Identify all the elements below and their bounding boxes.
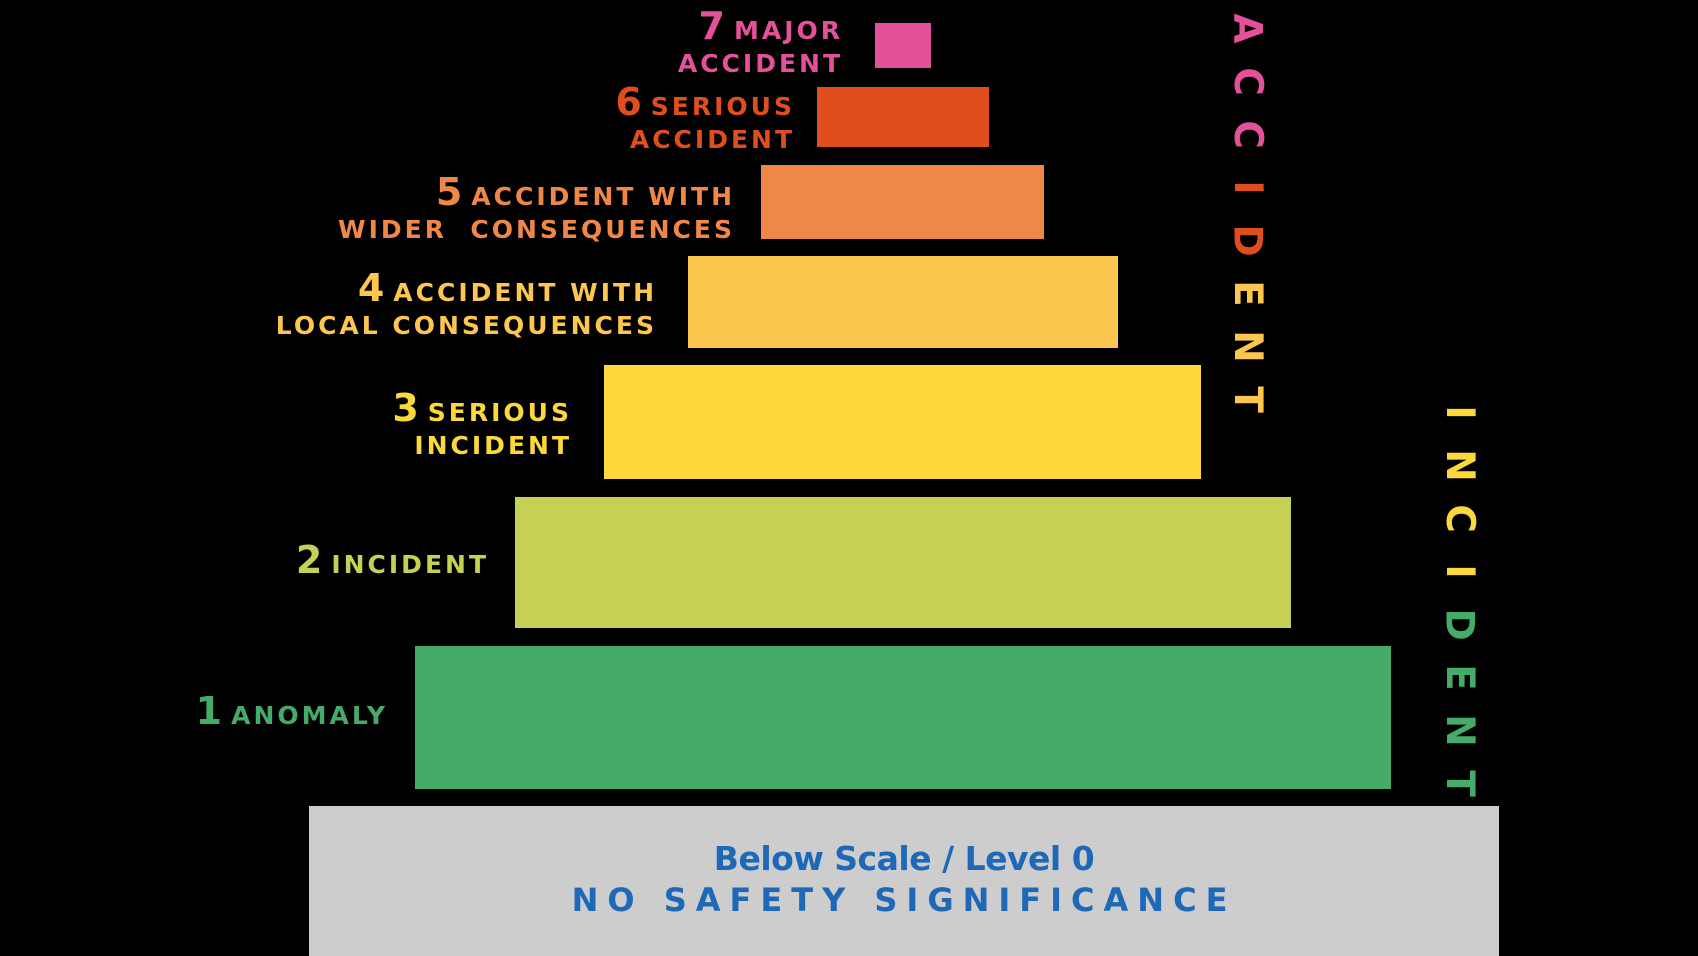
level-label-line: WIDER CONSEQUENCES — [338, 215, 735, 245]
level-text: LOCAL CONSEQUENCES — [275, 310, 657, 340]
level-3-bar — [604, 365, 1201, 479]
level-number: 6 — [615, 80, 643, 124]
axis-letter: I — [1224, 180, 1270, 195]
level-text: SERIOUS — [427, 398, 572, 427]
base-subtitle: NO SAFETY SIGNIFICANCE — [571, 880, 1237, 919]
level-number: 5 — [435, 170, 464, 214]
level-number: 2 — [295, 538, 324, 582]
level-4-label: 4 ACCIDENT WITH LOCAL CONSEQUENCES — [276, 266, 657, 340]
level-1-bar — [415, 646, 1391, 789]
level-label-line: 7 MAJOR — [678, 4, 843, 49]
level-6-bar — [817, 87, 989, 147]
axis-letter: T — [1436, 770, 1482, 797]
level-text: ACCIDENT WITH — [393, 278, 657, 307]
level-text: ACCIDENT WITH — [471, 182, 735, 211]
axis-letter: N — [1224, 330, 1270, 363]
level-number: 4 — [357, 266, 386, 310]
level-7-label: 7 MAJOR ACCIDENT — [678, 4, 843, 78]
level-6-label: 6 SERIOUS ACCIDENT — [615, 80, 795, 154]
level-text: ACCIDENT — [677, 48, 843, 78]
level-5-label: 5 ACCIDENT WITH WIDER CONSEQUENCES — [338, 170, 735, 244]
axis-letter: I — [1436, 564, 1482, 579]
level-label-line: 6 SERIOUS — [615, 80, 795, 125]
axis-letter: E — [1436, 664, 1482, 691]
axis-letter: N — [1436, 714, 1482, 747]
level-number: 1 — [195, 689, 224, 733]
base-title: Below Scale / Level 0 — [713, 839, 1095, 878]
level-label-line: INCIDENT — [392, 431, 572, 461]
level-4-bar — [688, 256, 1118, 348]
level-2-bar — [515, 497, 1291, 628]
axis-letter: E — [1224, 280, 1270, 307]
level-label-line: ACCIDENT — [678, 49, 843, 79]
level-number: 7 — [698, 4, 726, 48]
level-label-line: 4 ACCIDENT WITH — [276, 266, 657, 311]
axis-letter: D — [1436, 608, 1482, 641]
level-text: INCIDENT — [331, 550, 489, 579]
axis-letter: I — [1436, 405, 1482, 420]
axis-letter: A — [1224, 13, 1270, 44]
level-label-line: LOCAL CONSEQUENCES — [276, 311, 657, 341]
axis-letter: C — [1224, 120, 1270, 149]
level-2-label: 2 INCIDENT — [296, 538, 489, 583]
level-text: WIDER CONSEQUENCES — [338, 214, 735, 244]
level-text: ANOMALY — [231, 701, 388, 730]
axis-letter: N — [1436, 449, 1482, 482]
level-label-line: 5 ACCIDENT WITH — [338, 170, 735, 215]
level-label-line: 3 SERIOUS — [392, 386, 572, 431]
level-7-bar — [875, 23, 931, 68]
level-text: MAJOR — [733, 16, 843, 45]
level-0-base: Below Scale / Level 0 NO SAFETY SIGNIFIC… — [309, 806, 1499, 956]
level-text: SERIOUS — [650, 92, 795, 121]
level-5-bar — [761, 165, 1044, 239]
level-3-label: 3 SERIOUS INCIDENT — [392, 386, 572, 460]
axis-letter: T — [1224, 386, 1270, 413]
level-label-line: 2 INCIDENT — [296, 538, 489, 583]
axis-letter: D — [1224, 224, 1270, 257]
axis-letter: C — [1224, 67, 1270, 96]
level-1-label: 1 ANOMALY — [196, 689, 388, 734]
level-label-line: ACCIDENT — [615, 125, 795, 155]
level-text: INCIDENT — [414, 430, 572, 460]
level-number: 3 — [392, 386, 420, 430]
level-text: ACCIDENT — [629, 124, 795, 154]
level-label-line: 1 ANOMALY — [196, 689, 388, 734]
axis-letter: C — [1436, 504, 1482, 533]
